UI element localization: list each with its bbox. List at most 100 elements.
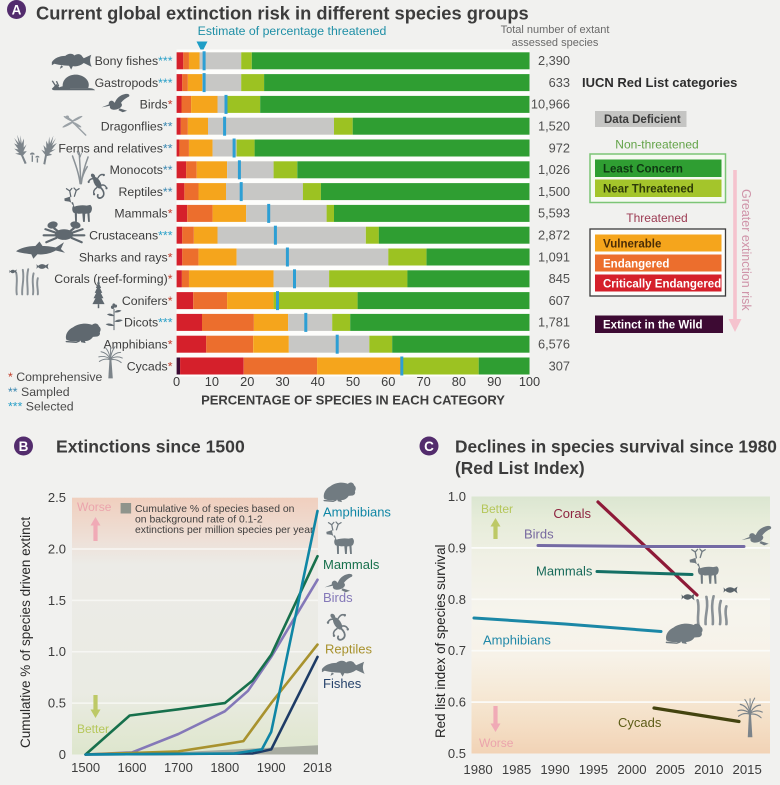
svg-text:Corals: Corals — [553, 506, 591, 521]
svg-text:Greater extinction risk: Greater extinction risk — [739, 189, 753, 311]
svg-text:** Sampled: ** Sampled — [8, 385, 70, 399]
svg-text:Worse: Worse — [77, 500, 112, 514]
svg-text:2018: 2018 — [303, 760, 332, 775]
svg-text:1985: 1985 — [502, 762, 531, 777]
svg-text:Worse: Worse — [479, 736, 514, 750]
svg-text:30: 30 — [275, 374, 289, 389]
svg-text:Bony fishes***: Bony fishes*** — [95, 54, 173, 68]
svg-text:50: 50 — [346, 374, 360, 389]
svg-text:Ferns and relatives**: Ferns and relatives** — [58, 141, 172, 155]
svg-text:2000: 2000 — [617, 762, 646, 777]
svg-text:Dragonflies**: Dragonflies** — [101, 120, 173, 134]
svg-text:A: A — [12, 3, 22, 18]
svg-text:Mammals: Mammals — [536, 564, 593, 579]
svg-text:Monocots**: Monocots** — [110, 163, 173, 177]
svg-text:2005: 2005 — [656, 762, 685, 777]
svg-text:845: 845 — [549, 271, 570, 286]
svg-text:1,026: 1,026 — [538, 162, 570, 177]
svg-text:C: C — [424, 439, 434, 454]
svg-text:1700: 1700 — [164, 760, 193, 775]
svg-text:1.5: 1.5 — [48, 593, 66, 608]
svg-text:Vulnerable: Vulnerable — [603, 239, 661, 251]
svg-text:6,576: 6,576 — [538, 337, 570, 352]
svg-text:2,872: 2,872 — [538, 228, 570, 243]
svg-text:Birds: Birds — [323, 590, 353, 605]
svg-text:Gastropods***: Gastropods*** — [95, 76, 173, 90]
svg-text:Estimate of percentage threate: Estimate of percentage threatened — [198, 24, 387, 38]
svg-text:Red list index of species surv: Red list index of species survival — [433, 544, 448, 738]
svg-text:307: 307 — [549, 358, 570, 373]
svg-text:972: 972 — [549, 140, 570, 155]
svg-text:0.8: 0.8 — [448, 592, 466, 607]
svg-text:Cycads*: Cycads* — [127, 359, 173, 373]
svg-text:1.0: 1.0 — [48, 644, 66, 659]
svg-text:Total number of extant: Total number of extant — [501, 24, 610, 36]
svg-text:Cumulative % of species driven: Cumulative % of species driven extinct — [18, 517, 33, 748]
svg-text:2010: 2010 — [694, 762, 723, 777]
svg-text:0.5: 0.5 — [48, 696, 66, 711]
svg-text:Crustaceans***: Crustaceans*** — [89, 229, 173, 243]
svg-text:* Comprehensive: * Comprehensive — [8, 370, 102, 384]
svg-text:70: 70 — [416, 374, 430, 389]
svg-text:0.6: 0.6 — [448, 695, 466, 710]
svg-text:1995: 1995 — [579, 762, 608, 777]
svg-text:extinctions per million specie: extinctions per million species per year — [135, 525, 314, 536]
svg-text:Data Deficient: Data Deficient — [604, 114, 681, 126]
svg-text:*** Selected: *** Selected — [8, 400, 74, 414]
svg-text:Birds*: Birds* — [140, 98, 173, 112]
svg-text:Conifers*: Conifers* — [122, 294, 173, 308]
svg-text:Reptiles: Reptiles — [325, 642, 372, 657]
svg-text:40: 40 — [311, 374, 325, 389]
svg-text:Extinct in the Wild: Extinct in the Wild — [603, 320, 703, 332]
svg-text:10: 10 — [205, 374, 219, 389]
svg-text:Current global extinction risk: Current global extinction risk in differ… — [36, 3, 529, 24]
svg-text:on background rate of 0.1-2: on background rate of 0.1-2 — [135, 515, 263, 526]
svg-text:0.9: 0.9 — [448, 540, 466, 555]
svg-text:2.5: 2.5 — [48, 490, 66, 505]
svg-text:Cycads: Cycads — [618, 715, 662, 730]
svg-text:10,966: 10,966 — [531, 97, 570, 112]
svg-text:633: 633 — [549, 75, 570, 90]
svg-text:Threatened: Threatened — [626, 211, 687, 225]
svg-text:2.0: 2.0 — [48, 542, 66, 557]
svg-text:1,520: 1,520 — [538, 119, 570, 134]
svg-text:Better: Better — [481, 502, 513, 516]
svg-text:607: 607 — [549, 293, 570, 308]
svg-text:100: 100 — [519, 374, 540, 389]
svg-text:Amphibians: Amphibians — [323, 505, 391, 520]
svg-text:1,781: 1,781 — [538, 315, 570, 330]
svg-text:1.0: 1.0 — [448, 489, 466, 504]
svg-text:Better: Better — [77, 722, 109, 736]
svg-text:2015: 2015 — [733, 762, 762, 777]
svg-text:Mammals*: Mammals* — [114, 207, 172, 221]
svg-text:Least Concern: Least Concern — [603, 164, 683, 176]
svg-text:Dicots***: Dicots*** — [124, 316, 173, 330]
svg-text:Amphibians: Amphibians — [483, 633, 551, 648]
svg-text:0: 0 — [59, 747, 66, 762]
svg-text:Critically Endangered: Critically Endangered — [603, 279, 721, 291]
svg-text:Extinctions since 1500: Extinctions since 1500 — [56, 437, 245, 457]
svg-text:1,091: 1,091 — [538, 249, 570, 264]
svg-text:0.7: 0.7 — [448, 643, 466, 658]
svg-text:(Red List Index): (Red List Index) — [455, 458, 585, 478]
svg-text:Birds: Birds — [524, 527, 554, 542]
svg-text:Amphibians*: Amphibians* — [103, 338, 172, 352]
svg-text:2,390: 2,390 — [538, 53, 570, 68]
svg-text:80: 80 — [452, 374, 466, 389]
svg-text:5,593: 5,593 — [538, 206, 570, 221]
svg-text:Declines in species survival s: Declines in species survival since 1980 — [455, 437, 777, 457]
svg-text:1990: 1990 — [540, 762, 569, 777]
svg-text:Corals (reef-forming)*: Corals (reef-forming)* — [54, 272, 172, 286]
svg-text:Cumulative % of species based: Cumulative % of species based on — [135, 504, 295, 515]
svg-text:90: 90 — [487, 374, 501, 389]
svg-text:assessed species: assessed species — [512, 37, 599, 49]
svg-text:1900: 1900 — [257, 760, 286, 775]
svg-text:Near Threatened: Near Threatened — [603, 184, 694, 196]
svg-text:1600: 1600 — [118, 760, 147, 775]
svg-text:1980: 1980 — [463, 762, 492, 777]
svg-text:1500: 1500 — [71, 760, 100, 775]
svg-text:0.5: 0.5 — [448, 746, 466, 761]
svg-text:Mammals: Mammals — [323, 557, 380, 572]
svg-text:PERCENTAGE OF SPECIES IN EACH: PERCENTAGE OF SPECIES IN EACH CATEGORY — [201, 393, 505, 408]
svg-text:Reptiles**: Reptiles** — [118, 185, 172, 199]
